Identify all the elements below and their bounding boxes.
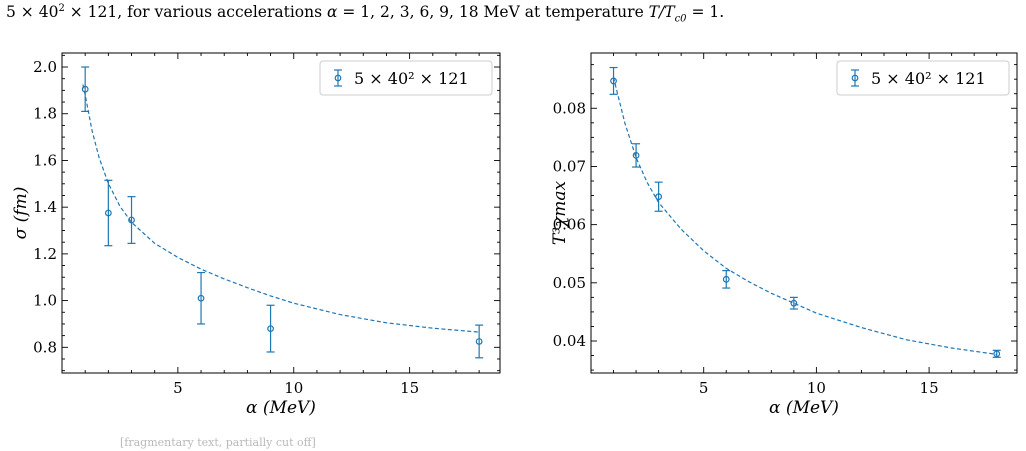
data-point [81,66,90,112]
data-point [266,304,275,353]
legend-label: 5 × 40² × 121 [871,69,986,88]
y-tick-label: 1.8 [33,105,57,123]
y-tick-label: 1.0 [33,292,57,310]
data-marker [722,275,730,283]
legend-marker [334,74,342,82]
data-marker [475,338,483,345]
data-point [654,181,663,212]
data-point [104,179,113,247]
data-marker [632,151,640,159]
y-axis-label: T³χmax [550,180,570,245]
data-point [609,66,618,95]
plot-frame [61,52,501,374]
x-tick-label: 15 [400,379,419,397]
x-tick-label: 5 [173,379,183,397]
x-tick-label: 10 [284,379,303,397]
figure-caption: 5 × 402 × 121, for various accelerations… [6,3,725,25]
legend: 5 × 40² × 121 [319,60,493,96]
data-point [127,196,136,244]
y-tick-label: 0.04 [553,332,586,350]
data-marker [128,216,135,224]
legend-box [836,60,1010,96]
data-marker [993,350,1001,358]
data-marker [267,325,274,333]
x-tick-label: 10 [807,379,826,397]
y-tick-label: 1.2 [33,245,57,263]
data-marker [197,294,205,302]
legend-label: 5 × 40² × 121 [354,69,469,88]
y-tick-label: 0.8 [33,338,57,356]
legend-box [319,60,493,96]
data-point [992,349,1001,358]
y-tick-label: 1.6 [33,151,57,169]
x-axis-label: α (MeV) [246,398,316,418]
data-marker [81,85,89,93]
data-point [789,296,798,310]
chart-panel-1: 5 10 15 0.8 1.0 1.2 1.4 1.6 1.8 2.0 α (MeV) σ (fm) 5… [11,52,501,418]
fit-curve [612,77,997,355]
y-tick-label: 2.0 [33,58,57,76]
data-marker [104,209,112,217]
data-point [722,270,731,289]
x-tick-label: 5 [699,379,709,397]
x-axis-label: α (MeV) [769,398,839,418]
legend: 5 × 40² × 121 [836,60,1010,96]
data-marker [610,77,617,85]
y-tick-label: 0.06 [553,216,586,234]
y-tick-label: 1.4 [33,198,57,216]
legend-marker [851,74,859,82]
footer-fragment: [fragmentary text, partially cut off] [120,436,316,449]
y-tick-label: 0.07 [553,157,586,175]
y-axis-label: σ (fm) [11,187,31,240]
x-tick-label: 15 [920,379,939,397]
y-tick-label: 0.05 [553,274,586,292]
data-point [475,324,484,359]
data-point [197,271,206,325]
data-marker [790,299,798,307]
data-marker [655,193,663,201]
chart-panel-2: 5 10 15 0.04 0.05 0.06 0.07 0.08 α (MeV) T³χmax 5 … [550,52,1018,418]
y-tick-label: 0.08 [553,99,586,117]
plot-frame [590,52,1018,374]
fit-curve [82,84,480,333]
data-point [632,143,641,168]
